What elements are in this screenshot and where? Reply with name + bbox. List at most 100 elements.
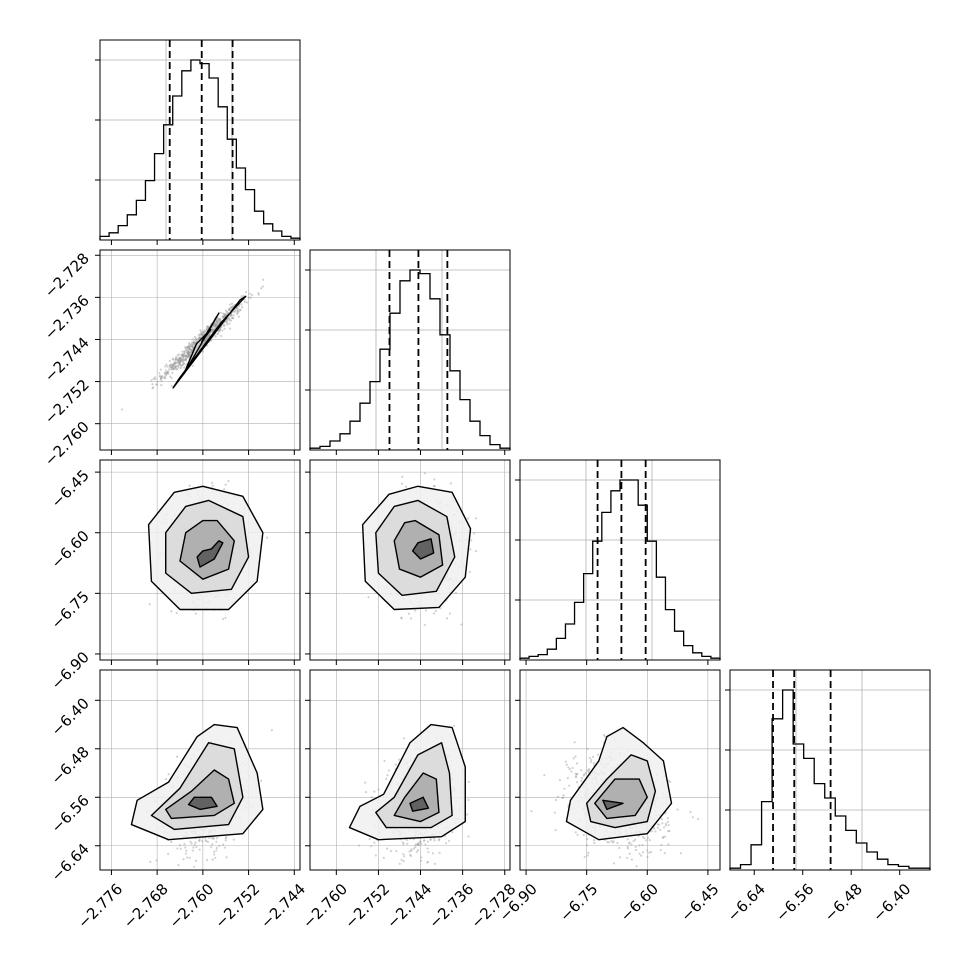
scatter-point (216, 837, 219, 840)
scatter-point (561, 796, 565, 799)
scatter-point (223, 315, 226, 318)
scatter-point (170, 366, 174, 369)
scatter-point (156, 380, 159, 383)
scatter-point (444, 842, 448, 845)
scatter-point (166, 370, 170, 374)
scatter-point (475, 549, 478, 553)
histogram-bar (118, 226, 127, 240)
histogram-bar (273, 231, 282, 240)
histogram-step (729, 689, 931, 870)
histogram-step (99, 59, 301, 240)
scatter-point (563, 787, 566, 790)
scatter-point (223, 313, 226, 316)
scatter-point (171, 357, 174, 360)
scatter-point (186, 355, 189, 358)
scatter-point (174, 363, 177, 366)
scatter-point (214, 324, 217, 327)
histogram-bar (330, 441, 340, 450)
scatter-point (189, 343, 193, 346)
scatter-point (190, 842, 193, 845)
panel-3-0 (95, 669, 301, 875)
histogram-bar (350, 421, 360, 450)
histogram-bar (877, 859, 888, 870)
scatter-point (191, 364, 194, 367)
scatter-point (437, 839, 440, 842)
scatter-point (235, 307, 238, 310)
scatter-point (661, 836, 665, 839)
scatter-point (206, 324, 209, 328)
scatter-point (169, 364, 172, 367)
scatter-point (237, 315, 241, 318)
scatter-point (185, 357, 188, 360)
scatter-point (586, 838, 589, 841)
x-tick-label: −2.760 (299, 880, 351, 932)
scatter-point (223, 488, 226, 491)
scatter-point (638, 852, 641, 855)
scatter-point (382, 856, 385, 859)
scatter-point (191, 338, 194, 341)
scatter-point (178, 361, 181, 364)
scatter-point (227, 316, 230, 319)
scatter-point (177, 359, 181, 362)
scatter-point (184, 846, 187, 849)
scatter-point (187, 350, 190, 353)
scatter-point (218, 318, 221, 322)
scatter-point (187, 352, 190, 355)
scatter-point (174, 357, 178, 360)
density-fill (197, 540, 223, 568)
scatter-point (174, 358, 177, 362)
scatter-point (212, 328, 215, 332)
scatter-point (184, 345, 187, 349)
scatter-point (216, 318, 220, 321)
scatter-point (158, 374, 162, 377)
scatter-point (445, 617, 449, 620)
scatter-point (230, 306, 233, 309)
scatter-point (679, 852, 683, 855)
scatter-point (426, 860, 429, 863)
scatter-point (182, 359, 185, 362)
scatter-point (648, 851, 651, 854)
panel-0-0 (95, 39, 301, 245)
scatter-point (185, 348, 188, 351)
histogram-bar (430, 299, 440, 450)
scatter-point (197, 333, 200, 337)
scatter-point (406, 838, 409, 841)
contour-line (150, 742, 244, 831)
scatter-point (176, 367, 179, 370)
scatter-point (225, 321, 228, 324)
scatter-point (409, 854, 413, 858)
scatter-point (187, 354, 191, 357)
x-tick-label: −6.60 (617, 880, 662, 925)
scatter-point (236, 310, 239, 313)
histogram-bar (109, 233, 118, 240)
density-fill (410, 797, 429, 812)
scatter-point (195, 845, 198, 849)
scatter-point (179, 363, 182, 367)
scatter-point (590, 758, 593, 762)
scatter-point (630, 858, 634, 861)
scatter-point (643, 837, 646, 840)
scatter-point (192, 340, 195, 343)
scatter-point (691, 816, 694, 819)
scatter-point (580, 779, 583, 782)
scatter-point (187, 351, 190, 354)
scatter-point (665, 824, 668, 827)
scatter-point (201, 333, 204, 336)
scatter-point (182, 355, 185, 358)
scatter-point (168, 366, 172, 369)
scatter-point (432, 484, 435, 488)
scatter-point (214, 324, 217, 327)
scatter-point (150, 379, 153, 382)
scatter-point (149, 860, 152, 863)
scatter-point (224, 837, 227, 840)
scatter-point (201, 350, 205, 353)
scatter-point (467, 798, 470, 801)
scatter-point (419, 840, 422, 843)
scatter-point (658, 828, 662, 831)
scatter-point (448, 612, 452, 615)
scatter-point (626, 847, 630, 850)
scatter-point (176, 358, 179, 362)
scatter-point (210, 837, 213, 840)
scatter-point (192, 341, 195, 344)
x-tick-label: −6.48 (821, 880, 866, 925)
